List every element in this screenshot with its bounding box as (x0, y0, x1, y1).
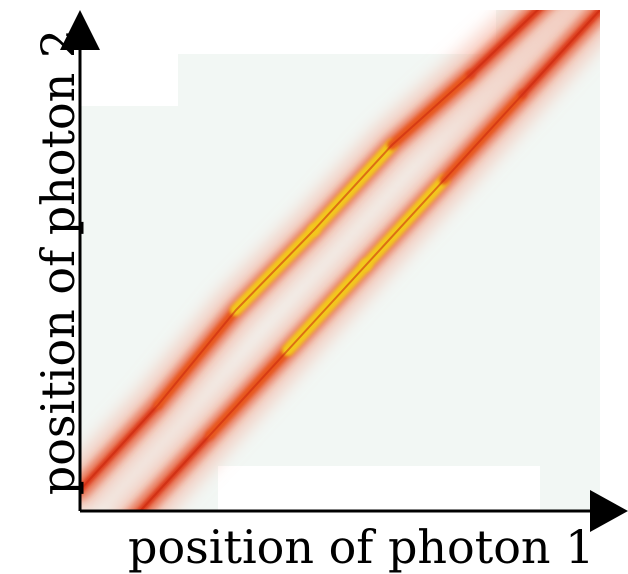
ridge-layer (80, 10, 600, 510)
white-patch-top-left (80, 10, 178, 106)
ridge-lower-centerline (139, 10, 600, 510)
y-axis-label: position of photon 2 (31, 28, 85, 496)
ridge-upper-centerline (80, 10, 540, 491)
x-axis-label: position of photon 1 (128, 520, 595, 574)
white-patch-top (178, 10, 496, 54)
x-axis-arrow-icon (590, 490, 628, 532)
white-patch-bottom (218, 466, 540, 510)
y-axis-arrow-icon (60, 10, 100, 50)
